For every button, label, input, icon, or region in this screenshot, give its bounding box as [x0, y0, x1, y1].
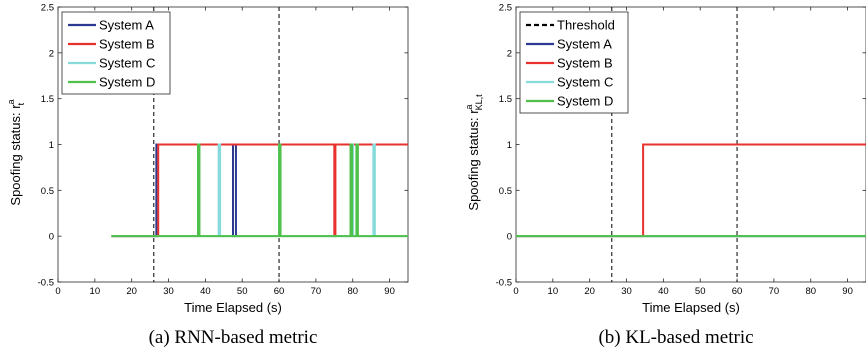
x-tick-label: 20	[126, 286, 137, 297]
legend-label: System A	[99, 18, 154, 33]
legend-label: System A	[557, 37, 612, 52]
y-axis-label-sub: KL,t	[474, 94, 484, 111]
x-tick-label: 40	[658, 286, 669, 297]
x-tick-label: 30	[621, 286, 632, 297]
y-tick-label: 1.5	[499, 94, 512, 105]
y-tick-label: 2	[49, 48, 54, 59]
x-tick-label: 50	[695, 286, 706, 297]
legend-label: System D	[99, 75, 155, 90]
caption-b: (b) KL-based metric	[598, 327, 754, 348]
x-tick-label: 80	[805, 286, 816, 297]
x-tick-label: 20	[584, 286, 595, 297]
x-tick-label: 0	[55, 286, 60, 297]
x-tick-label: 80	[347, 286, 358, 297]
y-tick-label: 1.5	[41, 94, 54, 105]
legend-label: System B	[99, 37, 155, 52]
y-axis-label-main: Spoofing status: r	[8, 104, 23, 206]
x-tick-label: 70	[769, 286, 780, 297]
y-tick-label: 2.5	[499, 3, 512, 14]
x-tick-label: 10	[90, 286, 101, 297]
x-tick-label: 60	[274, 286, 285, 297]
x-tick-label: 0	[513, 286, 518, 297]
y-tick-label: 1	[507, 140, 512, 151]
y-tick-label: -0.5	[496, 278, 512, 289]
chart-a: 0 10 20 30 40 50 60 70 80 90-0.500.511.522.5Time …	[6, 3, 409, 315]
y-tick-label: -0.5	[38, 278, 54, 289]
x-tick-label: 90	[842, 286, 853, 297]
chart-b: 0 10 20 30 40 50 60 70 80 90-0.500.511.522.5Time …	[464, 3, 866, 315]
y-tick-label: 0	[507, 232, 512, 243]
y-tick-label: 1	[49, 140, 54, 151]
series-line-system-d	[111, 143, 408, 238]
y-axis-label: Spoofing status: rat	[6, 99, 26, 205]
x-tick-label: 10	[548, 286, 559, 297]
y-tick-label: 2.5	[41, 3, 54, 14]
y-axis-label-sup: a	[464, 104, 474, 109]
y-axis-label-sup: a	[6, 99, 16, 104]
y-axis-label-sub: t	[16, 102, 26, 105]
legend-label: Threshold	[557, 18, 615, 33]
y-axis-label: Spoofing status: raKL,t	[464, 94, 484, 211]
y-tick-label: 2	[507, 48, 512, 59]
legend: System A System B System C System D	[61, 11, 171, 95]
legend-label: System B	[557, 56, 613, 71]
x-tick-label: 70	[311, 286, 322, 297]
legend-label: System C	[99, 56, 155, 71]
y-tick-label: 0.5	[499, 186, 512, 197]
y-tick-label: 0	[49, 232, 54, 243]
y-tick-label: 0.5	[41, 186, 54, 197]
x-tick-label: 30	[163, 286, 174, 297]
y-axis-label-main: Spoofing status: r	[466, 109, 481, 211]
caption-a: (a) RNN-based metric	[148, 327, 318, 348]
x-axis-label: Time Elapsed (s)	[642, 300, 740, 315]
series-line-system-b	[111, 143, 408, 238]
x-tick-label: 60	[732, 286, 743, 297]
x-axis-label: Time Elapsed (s)	[184, 300, 282, 315]
legend-label: System C	[557, 75, 613, 90]
legend: Threshold System A System B System C System …	[519, 11, 629, 114]
x-tick-label: 50	[237, 286, 248, 297]
x-tick-label: 40	[200, 286, 211, 297]
x-tick-label: 90	[384, 286, 395, 297]
series-line-system-a	[111, 143, 408, 238]
legend-label: System D	[557, 94, 613, 109]
